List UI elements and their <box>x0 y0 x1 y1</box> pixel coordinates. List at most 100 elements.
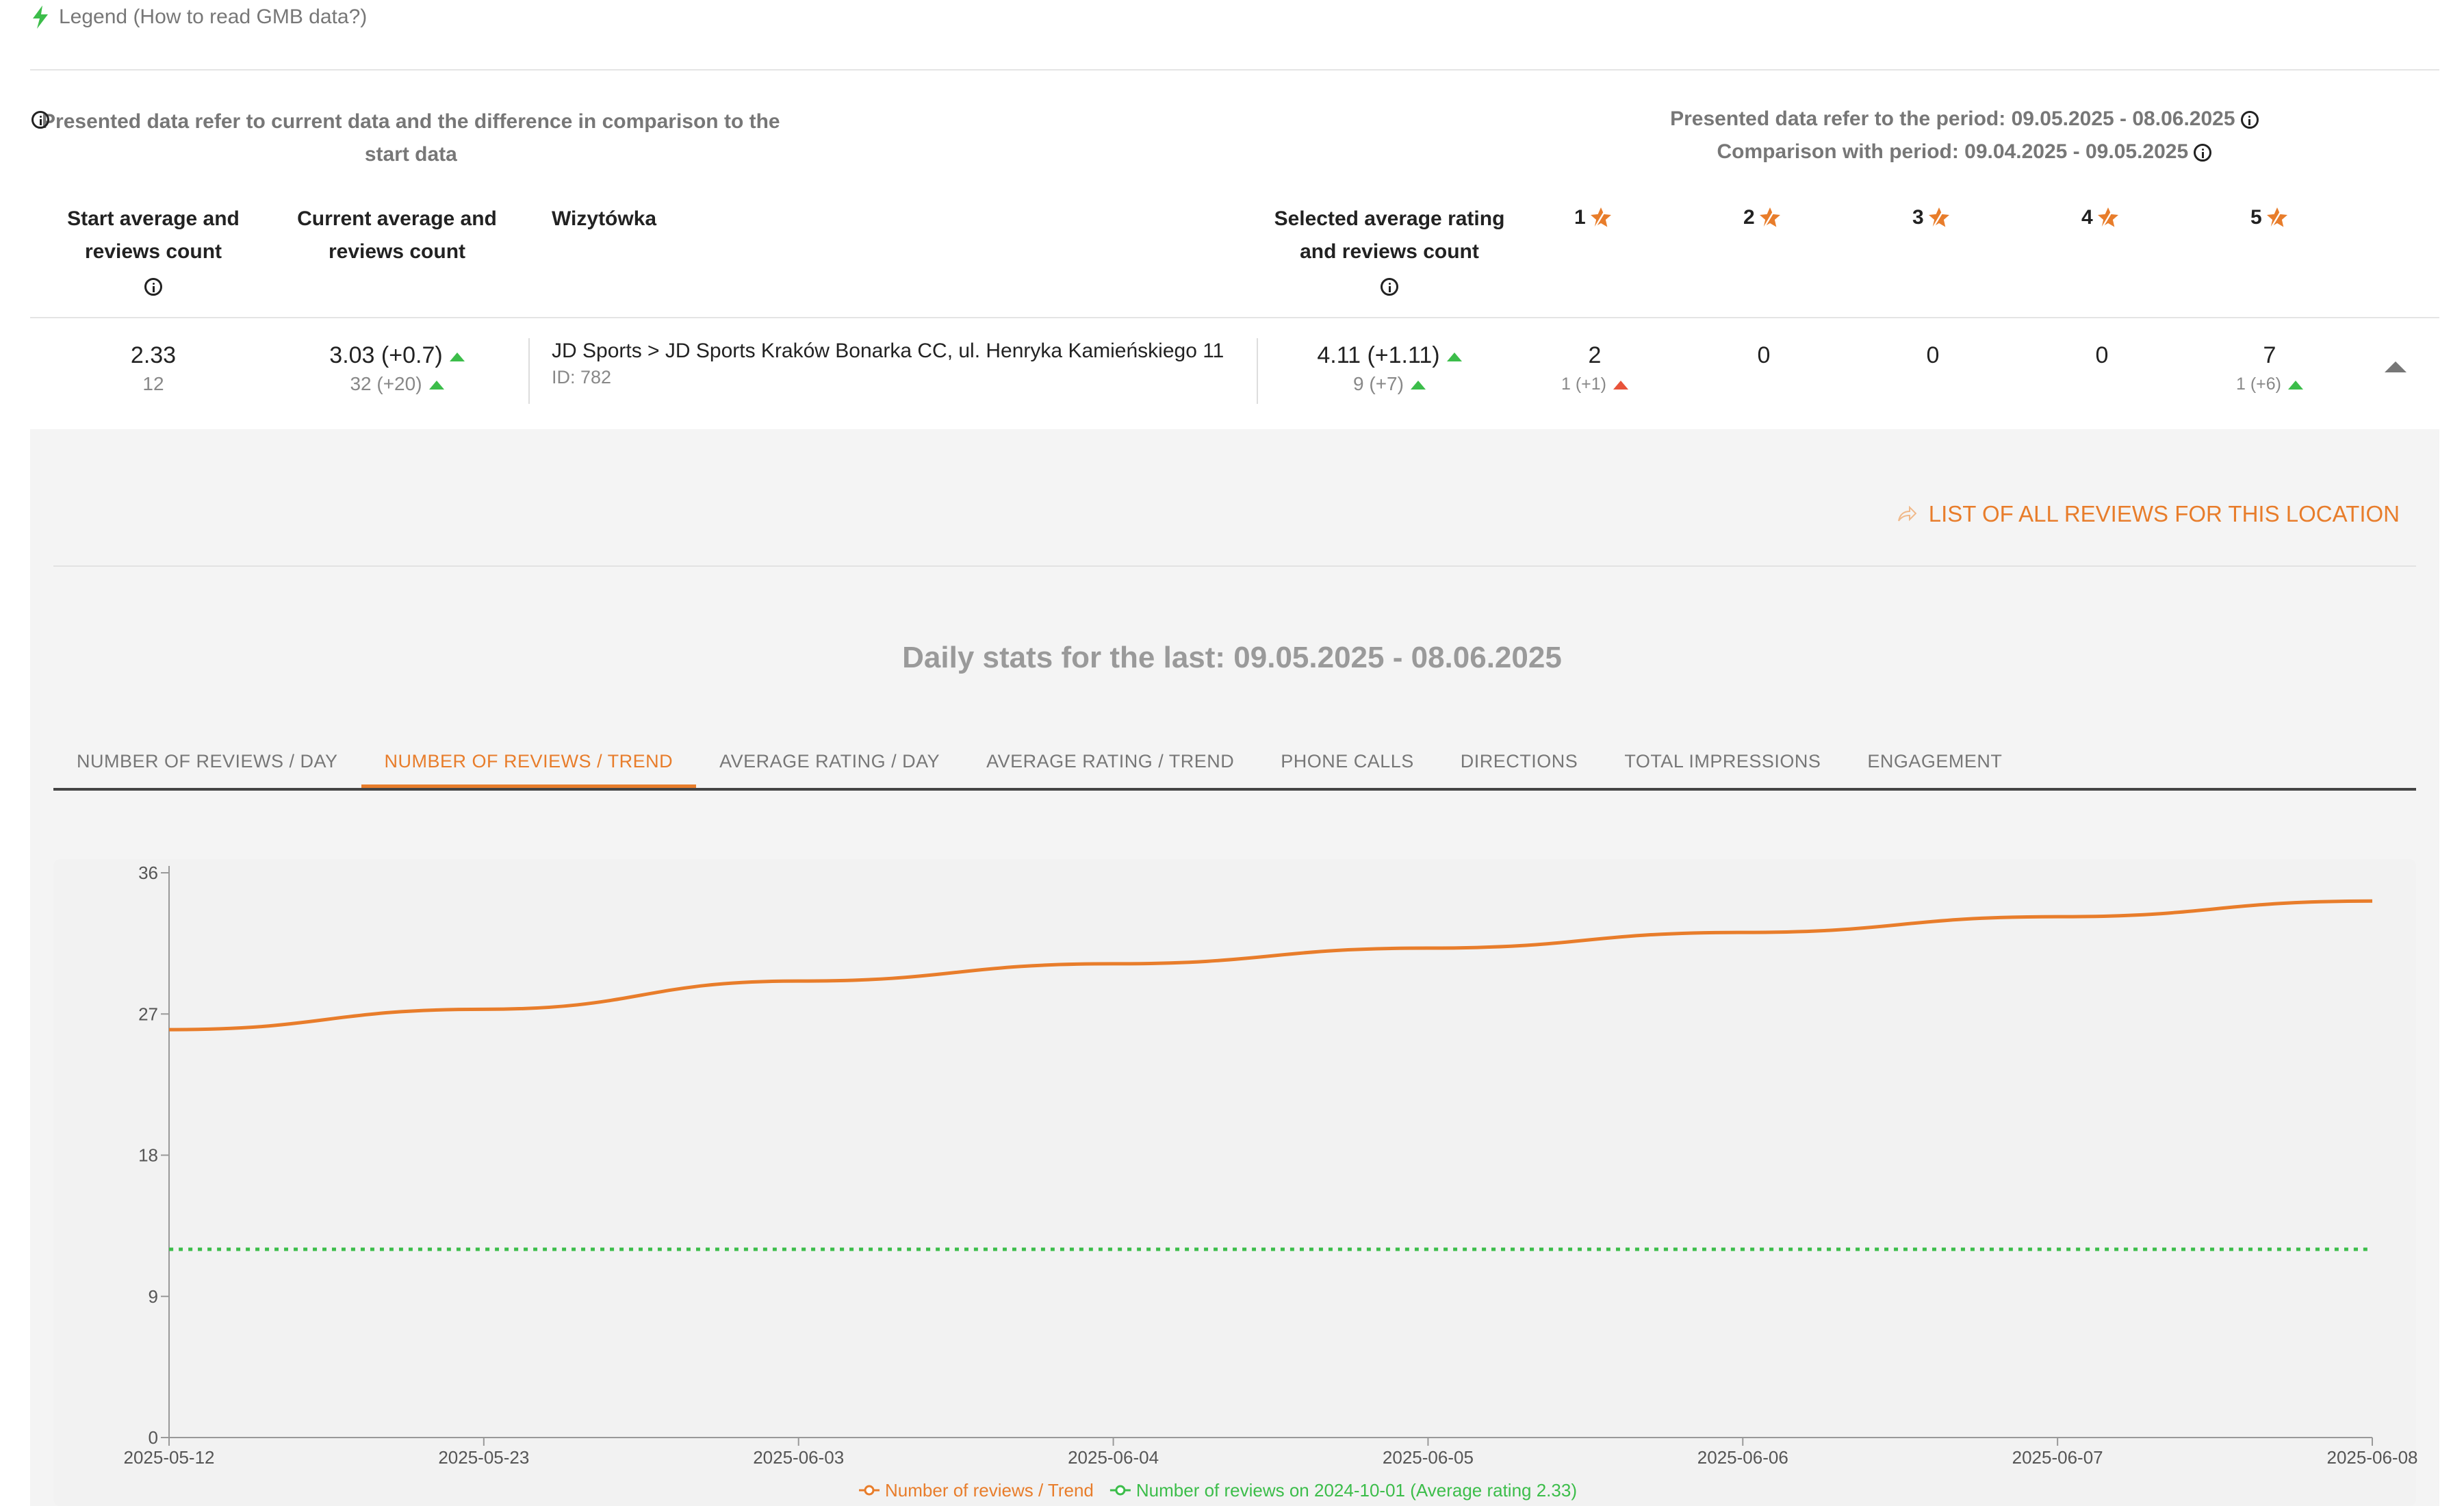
start-average: 2.33 <box>130 342 177 368</box>
column-separator <box>1257 338 1258 404</box>
x-tick-label: 2025-06-05 <box>1383 1447 1474 1468</box>
trend-up-icon <box>1410 381 1426 390</box>
trend-up-icon <box>1446 352 1462 361</box>
tab-number-of-reviews-trend[interactable]: NUMBER OF REVIEWS / TREND <box>361 732 697 788</box>
info-left-text: Presented data refer to current data and… <box>42 110 780 166</box>
trend-up-icon <box>428 381 444 390</box>
comparison-text: Comparison with period: 09.04.2025 - 09.… <box>1717 140 2189 163</box>
tab-average-rating-day[interactable]: AVERAGE RATING / DAY <box>719 751 940 771</box>
header-star-5[interactable]: 5 <box>2250 205 2289 230</box>
info-icon[interactable] <box>31 111 49 129</box>
x-tick-label: 2025-06-04 <box>1068 1447 1159 1468</box>
legend-marker-dot <box>1115 1485 1126 1496</box>
x-tick-label: 2025-06-06 <box>1697 1447 1788 1468</box>
divider <box>53 565 2416 567</box>
x-tick-label: 2025-06-03 <box>753 1447 844 1468</box>
legend-link[interactable]: Legend (How to read GMB data?) <box>31 5 367 29</box>
collapse-icon[interactable] <box>2385 361 2407 372</box>
header-star-4[interactable]: 4 <box>2081 205 2120 230</box>
star-icon <box>1759 207 1780 229</box>
header-selected-line1: Selected average rating <box>1274 207 1505 230</box>
star-icon <box>1928 207 1949 229</box>
star-2-count: 0 <box>1757 342 1771 368</box>
divider <box>30 317 2439 318</box>
star-header-label: 2 <box>1743 206 1755 229</box>
info-icon[interactable] <box>144 278 162 296</box>
star-3-cell: 0 <box>1864 340 2001 370</box>
legend-label: Legend (How to read GMB data?) <box>59 5 368 28</box>
header-selected: Selected average rating and reviews coun… <box>1266 203 1513 301</box>
selected-count: 9 (+7) <box>1353 373 1404 394</box>
header-star-3[interactable]: 3 <box>1912 205 1951 230</box>
x-tick-label: 2025-05-23 <box>438 1447 529 1468</box>
reviews-list-link[interactable]: LIST OF ALL REVIEWS FOR THIS LOCATION <box>1897 501 2400 527</box>
y-tick-label: 27 <box>138 1004 158 1024</box>
current-cell: 3.03 (+0.7) 32 (+20) <box>294 340 500 398</box>
selected-average: 4.11 (+1.11) <box>1317 342 1440 368</box>
info-icon[interactable] <box>2240 111 2259 129</box>
info-icon[interactable] <box>1381 278 1398 296</box>
x-tick-label: 2025-06-07 <box>2012 1447 2103 1468</box>
header-star-1[interactable]: 1 <box>1574 205 1613 230</box>
header-start-line1: Start average and <box>67 207 240 230</box>
star-5-cell: 7 1 (+6) <box>2201 340 2338 398</box>
location-cell: JD Sports > JD Sports Kraków Bonarka CC,… <box>552 340 1224 388</box>
tab-average-rating-trend[interactable]: AVERAGE RATING / TREND <box>986 751 1235 771</box>
info-left: Presented data refer to current data and… <box>31 105 784 171</box>
current-count: 32 (+20) <box>350 373 422 394</box>
trend-up-icon <box>1613 380 1628 390</box>
star-header-label: 5 <box>2250 206 2262 229</box>
header-star-2[interactable]: 2 <box>1743 205 1782 230</box>
star-icon <box>1590 207 1611 229</box>
selected-cell: 4.11 (+1.11) 9 (+7) <box>1266 340 1513 398</box>
legend-item-2: Number of reviews on 2024-10-01 (Average… <box>1136 1480 1577 1501</box>
column-separator <box>528 338 530 404</box>
header-current-line2: reviews count <box>328 240 466 263</box>
star-icon <box>2097 207 2118 229</box>
tab-number-of-reviews-day[interactable]: NUMBER OF REVIEWS / DAY <box>77 751 338 771</box>
legend-item-1: Number of reviews / Trend <box>885 1480 1094 1501</box>
star-3-count: 0 <box>1926 342 1940 368</box>
tab-phone-calls[interactable]: PHONE CALLS <box>1281 751 1414 771</box>
header-selected-line2: and reviews count <box>1300 240 1479 263</box>
y-tick-label: 36 <box>138 863 158 883</box>
info-icon[interactable] <box>2194 144 2212 162</box>
star-5-count: 7 <box>2263 342 2276 368</box>
star-header-label: 3 <box>1912 206 1924 229</box>
current-average: 3.03 (+0.7) <box>329 342 443 368</box>
tab-engagement[interactable]: ENGAGEMENT <box>1867 751 2003 771</box>
start-count: 12 <box>142 373 164 394</box>
start-cell: 2.33 12 <box>57 340 249 398</box>
header-wizytowka: Wizytówka <box>552 207 657 230</box>
period-text: Presented data refer to the period: 09.0… <box>1670 107 2235 130</box>
legend-marker-dot <box>864 1485 875 1496</box>
lightning-icon <box>33 5 48 29</box>
y-tick-label: 0 <box>149 1427 158 1448</box>
tab-directions[interactable]: DIRECTIONS <box>1460 751 1578 771</box>
star-1-cell: 2 1 (+1) <box>1526 340 1663 398</box>
location-id: ID: 782 <box>552 367 612 387</box>
location-name[interactable]: JD Sports > JD Sports Kraków Bonarka CC,… <box>552 340 1224 362</box>
share-icon <box>1897 506 1916 522</box>
divider <box>30 69 2439 71</box>
chart-container <box>53 859 2416 1506</box>
daily-stats-title: Daily stats for the last: 09.05.2025 - 0… <box>902 641 1562 674</box>
chart-tabs: NUMBER OF REVIEWS / DAY NUMBER OF REVIEWS… <box>53 732 2416 791</box>
star-1-count: 2 <box>1588 342 1602 368</box>
info-right: Presented data refer to the period: 09.0… <box>1615 103 2313 168</box>
star-header-label: 1 <box>1574 206 1586 229</box>
y-tick-label: 18 <box>138 1145 158 1166</box>
star-header-label: 4 <box>2081 206 2093 229</box>
star-1-sub: 1 (+1) <box>1561 374 1606 394</box>
x-tick-label: 2025-05-12 <box>124 1447 215 1468</box>
star-icon <box>2266 207 2287 229</box>
star-5-sub: 1 (+6) <box>2235 374 2281 394</box>
tab-total-impressions[interactable]: TOTAL IMPRESSIONS <box>1624 751 1821 771</box>
trend-up-icon <box>2288 380 2303 390</box>
header-current-line1: Current average and <box>297 207 497 230</box>
header-start-line2: reviews count <box>84 240 222 263</box>
series-line-1 <box>168 899 2373 1032</box>
reviews-list-label: LIST OF ALL REVIEWS FOR THIS LOCATION <box>1928 501 2400 526</box>
x-tick-label: 2025-06-08 <box>2327 1447 2418 1468</box>
